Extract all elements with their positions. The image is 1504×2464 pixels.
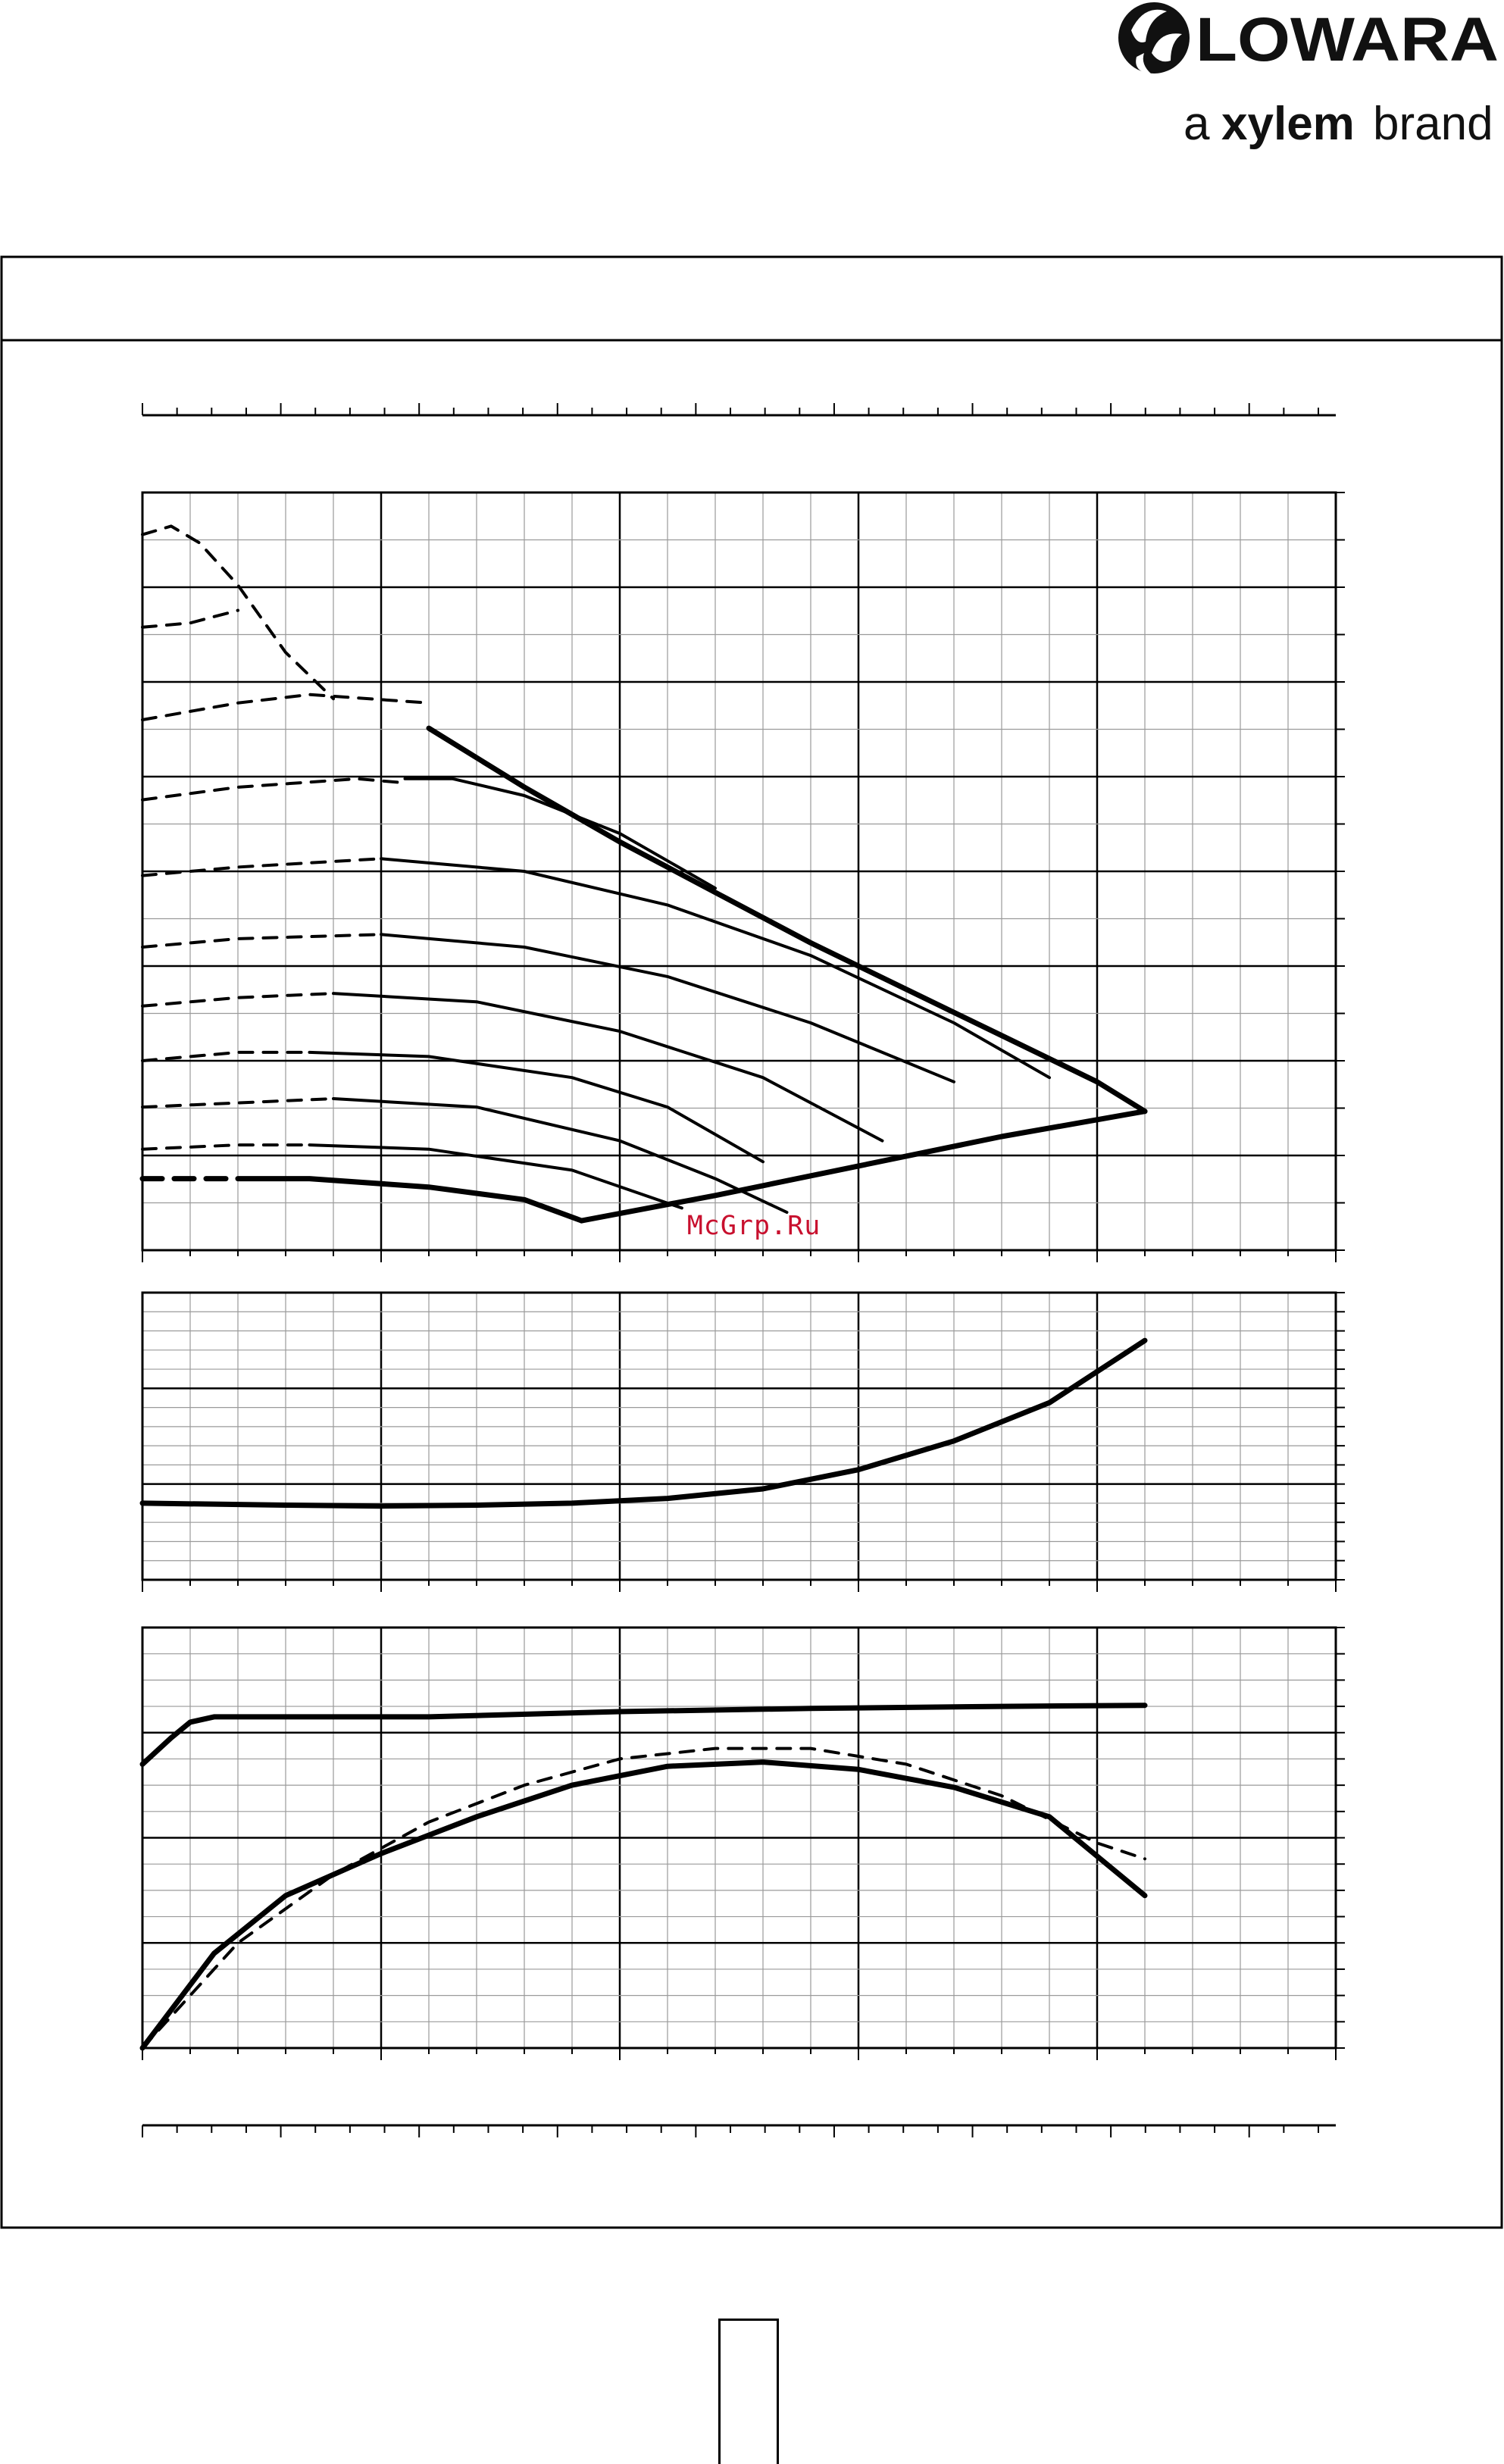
series-line-11 <box>426 725 1148 1115</box>
efficiency-chart-panel <box>139 1626 1345 2060</box>
series-line-1 <box>141 608 239 629</box>
series-line-15 <box>332 992 884 1143</box>
plot-frame <box>141 491 1337 1252</box>
series-line-0 <box>139 1703 1148 1767</box>
series-line-6 <box>141 992 335 1008</box>
lowara-drop-swirl-icon <box>1118 2 1190 74</box>
series-line-5 <box>141 933 383 949</box>
page-number-box <box>718 2319 779 2464</box>
plot-frame <box>141 1291 1337 1581</box>
watermark-text: McGrp.Ru <box>686 1211 821 1241</box>
tagline-prefix: a <box>1184 98 1210 150</box>
plot-frame <box>141 1626 1337 2050</box>
series-line-19 <box>235 1176 585 1224</box>
series-line-16 <box>308 1050 765 1164</box>
series-line-8 <box>141 1097 335 1109</box>
series-line-2 <box>141 693 430 721</box>
series-line-2 <box>139 1759 1148 2051</box>
series-line-12 <box>403 777 717 890</box>
lowara-logo: LOWARA a xylem brand <box>1118 2 1499 150</box>
bottom-secondary-scale <box>142 2124 1336 2137</box>
series-line-7 <box>141 1050 311 1062</box>
series-line-3 <box>141 777 407 802</box>
head-chart-panel <box>139 491 1345 1262</box>
series-line-9 <box>141 1143 311 1151</box>
series-line-18 <box>308 1143 683 1210</box>
top-secondary-scale <box>142 403 1336 417</box>
logo-text: LOWARA <box>1196 5 1499 74</box>
series-line-13 <box>380 857 1051 1080</box>
series-line-0 <box>141 524 335 701</box>
outer-frame <box>0 255 1503 2229</box>
series-line-0 <box>139 1337 1148 1509</box>
series-line-14 <box>380 933 955 1083</box>
tagline-suffix: brand <box>1373 98 1493 150</box>
power-chart-panel <box>139 1291 1345 1592</box>
series-line-1 <box>141 1746 1146 2050</box>
series-line-20 <box>579 1108 1148 1224</box>
tagline-brand: xylem <box>1221 98 1355 150</box>
series-line-4 <box>141 857 383 877</box>
